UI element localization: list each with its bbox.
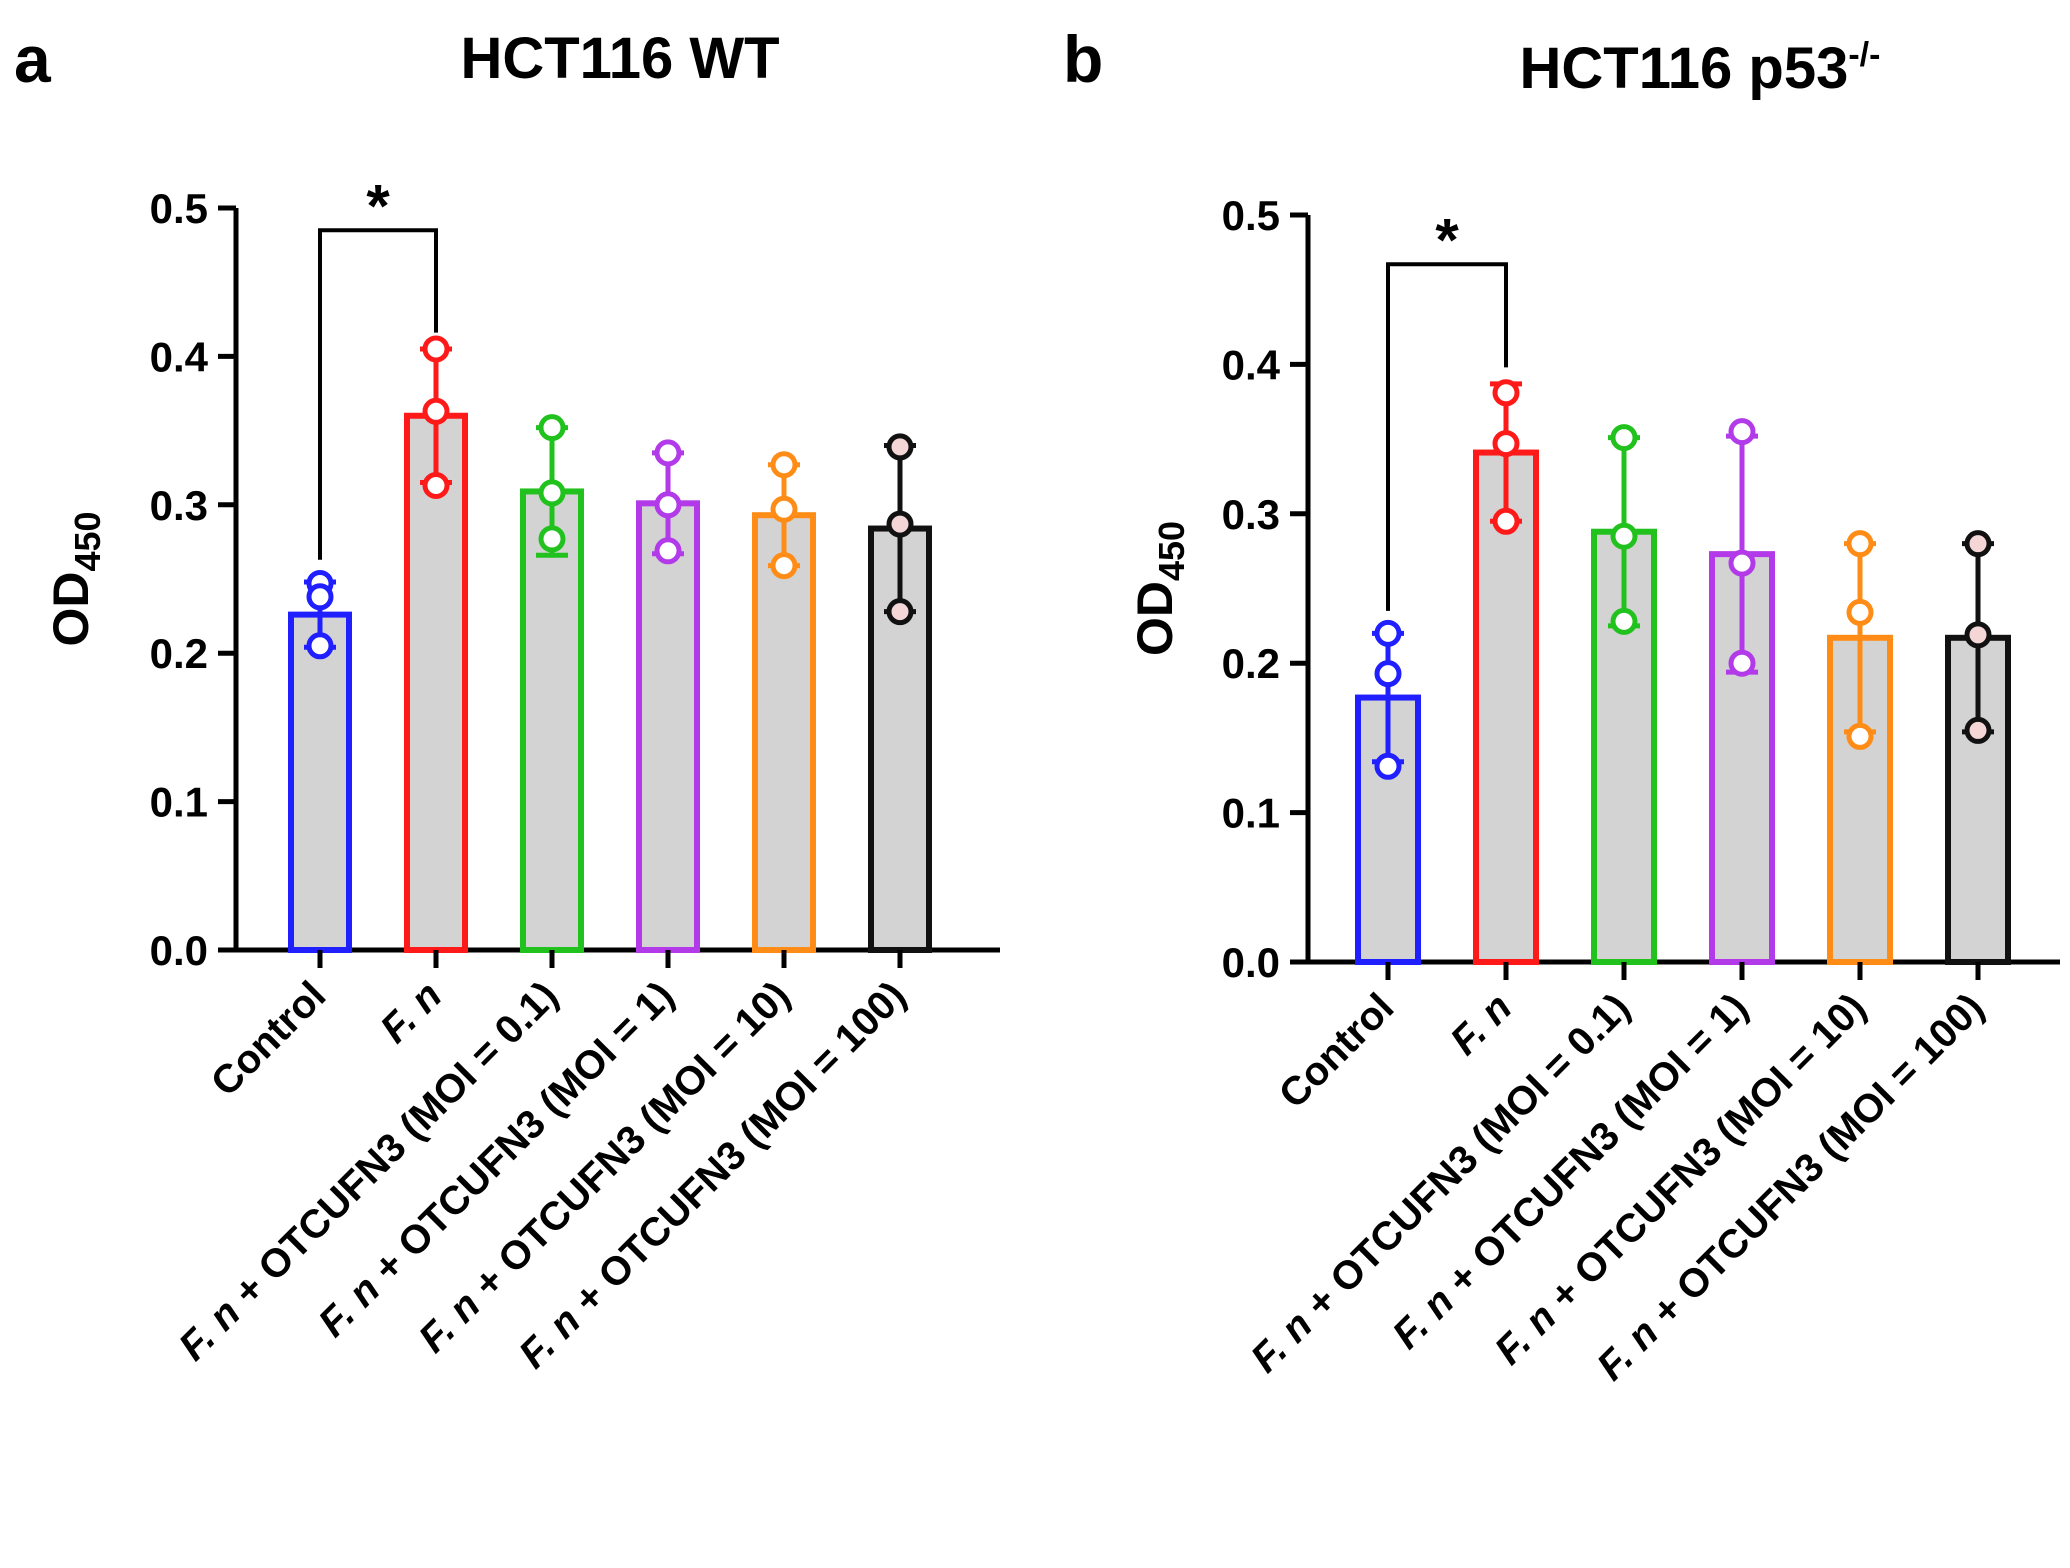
data-point bbox=[538, 479, 566, 507]
data-point bbox=[1492, 507, 1520, 535]
y-tick-label: 0.4 bbox=[150, 333, 209, 380]
y-tick-label: 0.1 bbox=[150, 779, 208, 826]
y-axis-label-text: OD bbox=[43, 572, 99, 647]
category-text: Control bbox=[1271, 985, 1403, 1117]
y-tick-label: 0.5 bbox=[150, 185, 208, 232]
data-point bbox=[1964, 716, 1992, 744]
bar bbox=[636, 500, 700, 953]
y-tick-label: 0.3 bbox=[1222, 491, 1280, 538]
data-point bbox=[1728, 549, 1756, 577]
data-point bbox=[1964, 530, 1992, 558]
data-point bbox=[1492, 430, 1520, 458]
data-point bbox=[770, 451, 798, 479]
data-point bbox=[1374, 752, 1402, 780]
y-axis-label-text: OD bbox=[1127, 581, 1183, 656]
significance-bracket bbox=[318, 228, 438, 560]
data-point bbox=[1846, 530, 1874, 558]
x-category-label: Control bbox=[203, 973, 335, 1105]
data-point bbox=[1374, 660, 1402, 688]
y-tick-label: 0.2 bbox=[1222, 640, 1280, 687]
chart-title-text: HCT116 p53 bbox=[1520, 36, 1849, 101]
data-point bbox=[1610, 522, 1638, 550]
bar bbox=[752, 512, 816, 953]
category-text: Control bbox=[203, 973, 335, 1105]
data-point bbox=[422, 397, 450, 425]
data-point bbox=[422, 472, 450, 500]
x-category-label: F. n bbox=[1442, 985, 1520, 1063]
data-point bbox=[306, 583, 334, 611]
chart-title-superscript: -/- bbox=[1848, 36, 1880, 74]
data-point bbox=[886, 433, 914, 461]
x-category-label: Control bbox=[1271, 985, 1403, 1117]
data-point bbox=[654, 491, 682, 519]
data-point bbox=[886, 510, 914, 538]
category-prefix: F. n bbox=[1442, 985, 1520, 1063]
bar bbox=[520, 488, 584, 953]
y-axis-label: OD450 bbox=[43, 511, 108, 646]
x-category-label: F. n bbox=[372, 973, 450, 1051]
data-point bbox=[654, 439, 682, 467]
y-tick-label: 0.2 bbox=[150, 630, 208, 677]
y-tick-label: 0.0 bbox=[150, 927, 208, 974]
data-point bbox=[422, 335, 450, 363]
y-tick-label: 0.4 bbox=[1222, 341, 1281, 388]
data-point bbox=[1610, 424, 1638, 452]
chart-title: HCT116 WT bbox=[460, 26, 779, 91]
chart-title-text: HCT116 WT bbox=[460, 26, 779, 91]
chart-title: HCT116 p53-/- bbox=[1520, 36, 1881, 101]
y-axis-label-subscript: 450 bbox=[1151, 521, 1192, 581]
significance-star: * bbox=[366, 172, 390, 239]
data-point bbox=[538, 525, 566, 553]
y-tick-label: 0.1 bbox=[1222, 790, 1280, 837]
data-point bbox=[1728, 418, 1756, 446]
data-point bbox=[770, 495, 798, 523]
y-axis-label: OD450 bbox=[1127, 521, 1192, 656]
data-point bbox=[1846, 722, 1874, 750]
panel-letter: b bbox=[1063, 22, 1103, 96]
bar bbox=[404, 412, 468, 953]
panel-a: a HCT116 WT OD450 0.0 0.1 0.2 0.3 0.4 0.5 Control… bbox=[14, 22, 1000, 1377]
panel-letter: a bbox=[14, 22, 52, 96]
significance-bracket bbox=[1386, 262, 1508, 611]
data-point bbox=[1728, 649, 1756, 677]
data-point bbox=[306, 632, 334, 660]
data-point bbox=[1492, 379, 1520, 407]
data-point bbox=[1374, 619, 1402, 647]
data-point bbox=[770, 552, 798, 580]
data-point bbox=[1964, 621, 1992, 649]
data-point bbox=[886, 598, 914, 626]
y-tick-label: 0.5 bbox=[1222, 192, 1280, 239]
y-axis-label-subscript: 450 bbox=[67, 511, 108, 571]
data-point bbox=[1610, 607, 1638, 635]
bar bbox=[288, 611, 352, 954]
data-point bbox=[538, 414, 566, 442]
significance-star: * bbox=[1435, 206, 1459, 273]
y-tick-label: 0.3 bbox=[150, 482, 208, 529]
panel-b: b HCT116 p53-/- OD450 0.0 0.1 0.2 0.3 0.4 0.5 Con… bbox=[1063, 22, 2060, 1389]
category-prefix: F. n bbox=[372, 973, 450, 1051]
y-tick-label: 0.0 bbox=[1222, 939, 1280, 986]
data-point bbox=[654, 537, 682, 565]
data-point bbox=[1846, 598, 1874, 626]
